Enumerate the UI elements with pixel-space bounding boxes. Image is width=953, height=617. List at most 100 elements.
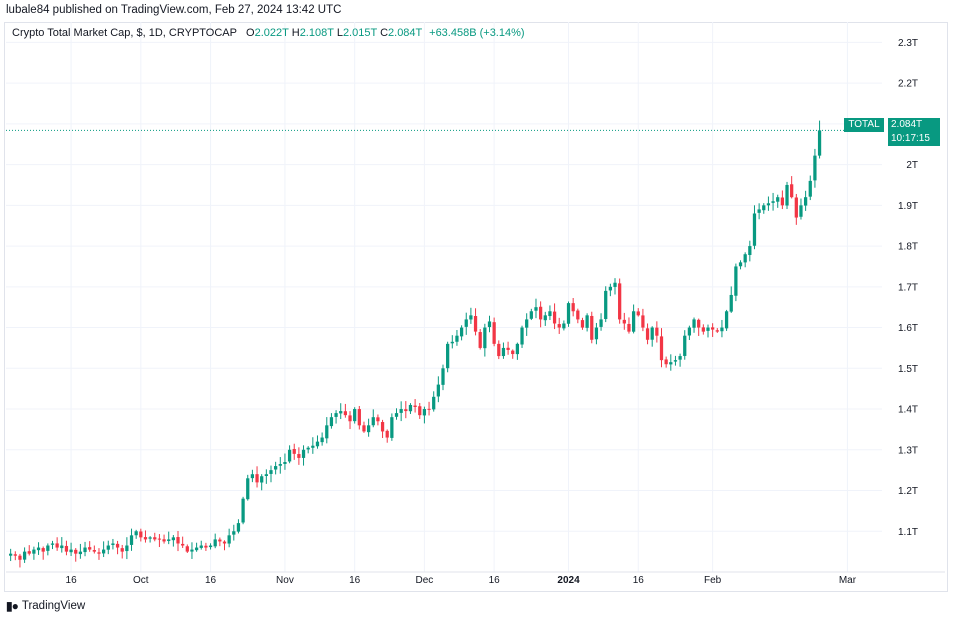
candle-body[interactable]	[362, 425, 366, 432]
candle-body[interactable]	[511, 350, 515, 355]
candle-body[interactable]	[580, 320, 585, 328]
candle-body[interactable]	[329, 417, 334, 427]
candle-body[interactable]	[599, 319, 603, 327]
candle-body[interactable]	[552, 311, 557, 324]
candle-body[interactable]	[706, 327, 710, 331]
candle-body[interactable]	[618, 283, 622, 320]
candle-body[interactable]	[529, 311, 533, 319]
candle-body[interactable]	[562, 323, 566, 329]
candle-body[interactable]	[22, 551, 27, 560]
candle-body[interactable]	[534, 307, 538, 311]
candle-body[interactable]	[343, 411, 347, 416]
candle-body[interactable]	[97, 552, 101, 554]
candle-body[interactable]	[446, 343, 450, 369]
candle-body[interactable]	[64, 545, 69, 552]
candle-body[interactable]	[306, 447, 310, 450]
candle-body[interactable]	[803, 197, 808, 206]
candle-body[interactable]	[83, 547, 87, 553]
candle-body[interactable]	[106, 545, 110, 550]
candle-body[interactable]	[576, 310, 580, 320]
candle-body[interactable]	[590, 315, 594, 340]
candle-body[interactable]	[557, 324, 561, 328]
candle-body[interactable]	[50, 543, 55, 545]
candle-body[interactable]	[129, 535, 134, 545]
candle-body[interactable]	[297, 454, 301, 458]
candle-body[interactable]	[450, 341, 454, 344]
candle-body[interactable]	[785, 184, 789, 206]
candle-body[interactable]	[41, 548, 45, 552]
candle-body[interactable]	[394, 413, 399, 417]
candle-body[interactable]	[18, 555, 22, 560]
candle-body[interactable]	[274, 466, 278, 470]
candle-body[interactable]	[148, 537, 152, 539]
candle-body[interactable]	[311, 445, 315, 448]
candle-body[interactable]	[525, 319, 529, 328]
candle-body[interactable]	[13, 554, 17, 556]
candle-body[interactable]	[404, 409, 408, 412]
candle-body[interactable]	[222, 541, 227, 544]
candle-body[interactable]	[208, 545, 213, 548]
candle-body[interactable]	[687, 327, 692, 336]
candle-body[interactable]	[743, 254, 747, 263]
candle-body[interactable]	[622, 319, 626, 324]
candle-body[interactable]	[213, 539, 217, 547]
candle-body[interactable]	[171, 537, 175, 541]
candle-body[interactable]	[697, 319, 701, 328]
candle-body[interactable]	[413, 405, 417, 407]
candle-body[interactable]	[139, 531, 143, 538]
candle-body[interactable]	[120, 548, 124, 552]
candle-body[interactable]	[153, 537, 157, 540]
candle-body[interactable]	[757, 209, 761, 213]
candle-body[interactable]	[780, 197, 784, 206]
candle-body[interactable]	[399, 409, 403, 413]
candle-body[interactable]	[102, 549, 106, 554]
candle-body[interactable]	[664, 359, 668, 365]
candle-body[interactable]	[608, 286, 612, 291]
candle-body[interactable]	[301, 449, 306, 458]
candle-body[interactable]	[692, 319, 696, 328]
chart-frame[interactable]	[4, 22, 948, 592]
candle-body[interactable]	[492, 322, 496, 344]
candle-body[interactable]	[483, 327, 487, 349]
candle-body[interactable]	[371, 417, 375, 426]
candle-body[interactable]	[380, 422, 385, 432]
candle-body[interactable]	[60, 545, 64, 549]
candle-body[interactable]	[32, 549, 36, 554]
candle-body[interactable]	[190, 549, 194, 552]
candle-body[interactable]	[92, 550, 96, 552]
candle-body[interactable]	[604, 290, 608, 320]
candle-body[interactable]	[748, 246, 752, 255]
candle-body[interactable]	[669, 362, 673, 365]
candle-body[interactable]	[473, 316, 478, 332]
candle-body[interactable]	[673, 360, 678, 362]
candle-body[interactable]	[143, 537, 148, 540]
candle-body[interactable]	[543, 315, 547, 321]
candle-body[interactable]	[539, 306, 543, 320]
candle-body[interactable]	[283, 462, 287, 464]
candle-body[interactable]	[27, 551, 31, 554]
candle-body[interactable]	[46, 545, 50, 551]
candle-body[interactable]	[715, 330, 719, 332]
candle-body[interactable]	[641, 315, 645, 328]
candle-body[interactable]	[366, 425, 371, 433]
candle-body[interactable]	[134, 531, 138, 536]
candles[interactable]	[6, 120, 844, 568]
candle-body[interactable]	[125, 545, 129, 552]
candle-body[interactable]	[613, 282, 617, 287]
candle-body[interactable]	[246, 478, 250, 500]
candle-body[interactable]	[469, 315, 473, 320]
candle-body[interactable]	[260, 476, 264, 483]
candle-body[interactable]	[441, 368, 445, 385]
candle-body[interactable]	[315, 441, 320, 447]
candle-body[interactable]	[339, 411, 343, 414]
candle-body[interactable]	[771, 201, 775, 203]
candle-body[interactable]	[817, 130, 822, 156]
candle-body[interactable]	[724, 311, 729, 329]
candle-body[interactable]	[287, 449, 292, 462]
candle-body[interactable]	[115, 543, 120, 548]
candle-body[interactable]	[422, 409, 427, 416]
candle-body[interactable]	[752, 213, 757, 246]
candle-body[interactable]	[236, 523, 241, 532]
candle-body[interactable]	[232, 531, 236, 535]
price-axis[interactable]: 2.3T2.2T2.1T2T1.9T1.8T1.7T1.6T1.5T1.4T1.…	[898, 38, 918, 538]
